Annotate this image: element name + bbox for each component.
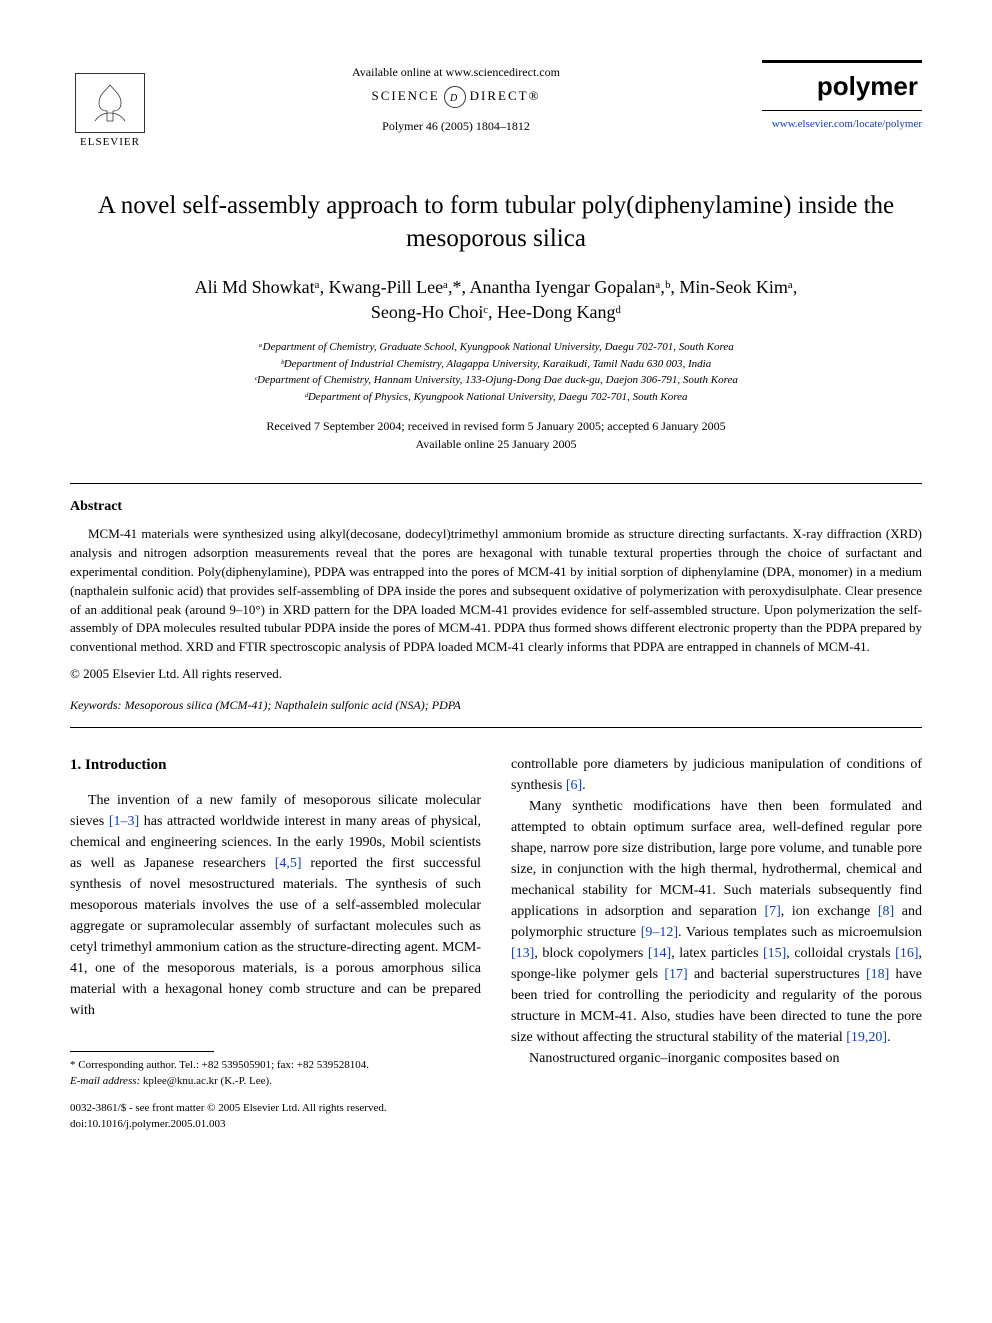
journal-reference: Polymer 46 (2005) 1804–1812 [150, 118, 762, 134]
sciencedirect-logo: SCIENCE d DIRECT® [150, 86, 762, 108]
keywords-line: Keywords: Mesoporous silica (MCM-41); Na… [70, 697, 922, 713]
email-label: E-mail address: [70, 1075, 140, 1087]
affiliation-c: ᶜDepartment of Chemistry, Hannam Univers… [70, 372, 922, 389]
r-p1-b: . [582, 778, 586, 793]
authors-block: Ali Md Showkatᵃ, Kwang-Pill Leeᵃ,*, Anan… [70, 275, 922, 325]
affiliation-a: ᵃDepartment of Chemistry, Graduate Schoo… [70, 339, 922, 356]
polymer-box: polymer [762, 60, 922, 111]
corresponding-author-footnote: * Corresponding author. Tel.: +82 539505… [70, 1058, 481, 1089]
section-1-heading: 1. Introduction [70, 754, 481, 777]
affiliations-block: ᵃDepartment of Chemistry, Graduate Schoo… [70, 339, 922, 405]
r-p2-k: . [887, 1030, 891, 1045]
cite-7[interactable]: [7] [764, 904, 780, 919]
p1-c: reported the first successful synthesis … [70, 856, 481, 1018]
abstract-text: MCM-41 materials were synthesized using … [70, 525, 922, 657]
received-date: Received 7 September 2004; received in r… [70, 417, 922, 435]
issn-line: 0032-3861/$ - see front matter © 2005 El… [70, 1101, 481, 1116]
r-p2-g: , colloidal crystals [786, 946, 895, 961]
abstract-body: MCM-41 materials were synthesized using … [70, 525, 922, 657]
r-p2-e: , block copolymers [534, 946, 648, 961]
cite-13[interactable]: [13] [511, 946, 534, 961]
abstract-heading: Abstract [70, 498, 922, 517]
cite-15[interactable]: [15] [763, 946, 786, 961]
cite-14[interactable]: [14] [648, 946, 671, 961]
cite-19-20[interactable]: [19,20] [846, 1030, 887, 1045]
affiliation-d: ᵈDepartment of Physics, Kyungpook Nation… [70, 389, 922, 406]
elsevier-logo: ELSEVIER [70, 60, 150, 150]
cite-9-12[interactable]: [9–12] [641, 925, 678, 940]
r-p2-a: Many synthetic modifications have then b… [511, 799, 922, 919]
journal-logo-block: polymer www.elsevier.com/locate/polymer [762, 60, 922, 134]
cite-17[interactable]: [17] [664, 967, 687, 982]
affiliation-b: ᵇDepartment of Industrial Chemistry, Ala… [70, 356, 922, 373]
authors-line-1: Ali Md Showkatᵃ, Kwang-Pill Leeᵃ,*, Anan… [195, 277, 798, 297]
sd-right: DIRECT® [470, 88, 541, 103]
journal-url-link[interactable]: www.elsevier.com/locate/polymer [772, 118, 922, 130]
page-header: ELSEVIER Available online at www.science… [70, 60, 922, 150]
right-p1: controllable pore diameters by judicious… [511, 754, 922, 796]
r-p2-d: . Various templates such as microemulsio… [678, 925, 922, 940]
cite-1-3[interactable]: [1–3] [109, 814, 139, 829]
cite-8[interactable]: [8] [878, 904, 894, 919]
elsevier-tree-icon [75, 73, 145, 133]
right-p2: Many synthetic modifications have then b… [511, 796, 922, 1048]
polymer-wordmark: polymer [766, 69, 918, 104]
intro-paragraph-1: The invention of a new family of mesopor… [70, 790, 481, 1021]
elsevier-name: ELSEVIER [80, 135, 140, 150]
cite-18[interactable]: [18] [866, 967, 889, 982]
corr-email-line: E-mail address: kplee@knu.ac.kr (K.-P. L… [70, 1074, 481, 1089]
right-p3: Nanostructured organic–inorganic composi… [511, 1048, 922, 1069]
r-p2-b: , ion exchange [781, 904, 878, 919]
cite-6[interactable]: [6] [566, 778, 582, 793]
available-online-text: Available online at www.sciencedirect.co… [150, 64, 762, 80]
authors-line-2: Seong-Ho Choiᶜ, Hee-Dong Kangᵈ [371, 302, 621, 322]
keywords-label: Keywords: [70, 698, 122, 712]
online-date: Available online 25 January 2005 [70, 435, 922, 453]
keywords-text: Mesoporous silica (MCM-41); Napthalein s… [122, 698, 461, 712]
r-p2-f: , latex particles [671, 946, 763, 961]
center-header: Available online at www.sciencedirect.co… [150, 60, 762, 134]
footer-meta: 0032-3861/$ - see front matter © 2005 El… [70, 1101, 481, 1132]
cite-4-5[interactable]: [4,5] [275, 856, 302, 871]
email-value: kplee@knu.ac.kr (K.-P. Lee). [140, 1075, 272, 1087]
right-column: controllable pore diameters by judicious… [511, 754, 922, 1132]
abstract-copyright: © 2005 Elsevier Ltd. All rights reserved… [70, 665, 922, 683]
r-p2-i: and bacterial superstructures [688, 967, 866, 982]
sd-circle-icon: d [444, 86, 466, 108]
corr-tel-fax: * Corresponding author. Tel.: +82 539505… [70, 1058, 481, 1073]
divider-top [70, 483, 922, 484]
dates-block: Received 7 September 2004; received in r… [70, 417, 922, 453]
left-column: 1. Introduction The invention of a new f… [70, 754, 481, 1132]
sd-left: SCIENCE [372, 88, 440, 103]
divider-bottom [70, 727, 922, 728]
footnote-divider [70, 1051, 214, 1052]
cite-16[interactable]: [16] [895, 946, 918, 961]
doi-line: doi:10.1016/j.polymer.2005.01.003 [70, 1117, 481, 1132]
article-title: A novel self-assembly approach to form t… [90, 190, 902, 255]
body-columns: 1. Introduction The invention of a new f… [70, 754, 922, 1132]
